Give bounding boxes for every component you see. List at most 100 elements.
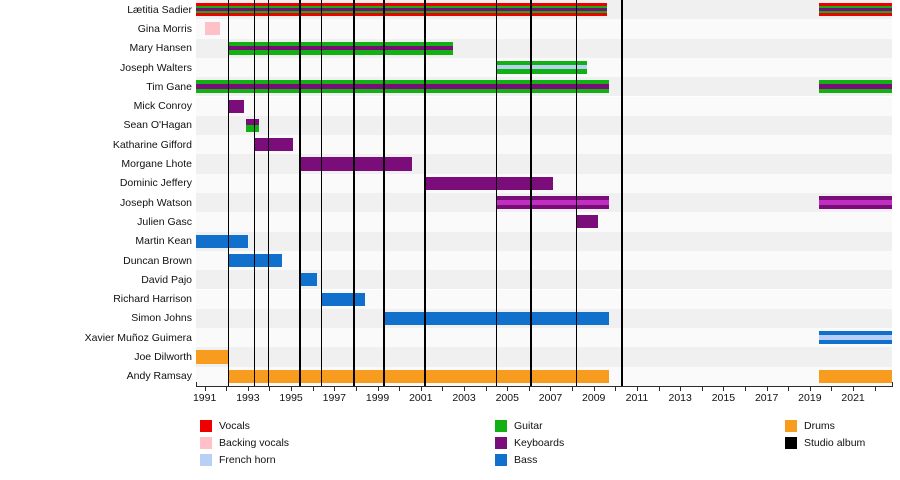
studio-album-marker <box>575 0 578 386</box>
x-axis-tick <box>204 387 206 391</box>
membership-bar-keyboards <box>818 84 892 90</box>
x-axis-tick <box>334 387 336 391</box>
x-axis-tick <box>636 387 638 391</box>
timeline-plot-area <box>196 0 892 386</box>
membership-bar-drums <box>228 369 609 383</box>
x-axis-tick <box>788 387 790 391</box>
x-axis-tick <box>377 387 379 391</box>
timeline-row-band <box>196 212 892 232</box>
member-name-label: Julien Gasc <box>137 215 192 228</box>
member-name-label: Gina Morris <box>137 22 192 35</box>
x-axis-tick <box>874 387 876 391</box>
x-axis-year-label: 1997 <box>322 392 346 404</box>
legend-label: Guitar <box>514 419 543 432</box>
membership-bar-keyboards <box>245 118 259 126</box>
x-axis-tick <box>226 387 228 391</box>
x-axis-year-label: 2013 <box>668 392 692 404</box>
legend-item: Drums <box>785 420 835 432</box>
timeline-row-band <box>196 19 892 39</box>
timeline-row-band <box>196 115 892 136</box>
membership-bar-vocals <box>818 13 892 17</box>
membership-bar-guitar <box>245 125 259 132</box>
member-name-label: Xavier Muñoz Guimera <box>84 331 192 344</box>
x-axis-tick <box>809 387 811 391</box>
studio-album-marker <box>424 0 426 386</box>
membership-bar-bass <box>818 339 892 345</box>
x-axis-tick <box>269 387 271 391</box>
membership-bar-guitar <box>818 5 892 9</box>
member-name-label: Joe Dilworth <box>134 351 192 364</box>
member-name-label: Joseph Watson <box>120 196 192 209</box>
studio-album-marker <box>320 0 323 386</box>
timeline-row-band <box>196 328 892 348</box>
membership-bar-drums <box>196 350 229 364</box>
member-name-label: Sean O'Hagan <box>123 119 192 132</box>
membership-bar-keyboards <box>299 157 413 171</box>
legend-item: Keyboards <box>495 437 564 449</box>
studio-album-marker <box>267 0 270 386</box>
membership-bar-bass <box>299 273 318 287</box>
legend: Vocals Backing vocals French horn Guitar Key… <box>0 420 900 480</box>
x-axis-year-label: 1995 <box>279 392 303 404</box>
x-axis-tick <box>485 387 487 391</box>
timeline-row-band <box>196 96 892 116</box>
membership-bar-backing_vocals <box>204 22 220 36</box>
timeline-row-band <box>196 289 892 309</box>
studio-album-marker <box>621 0 623 386</box>
axis-end-cap <box>892 382 893 387</box>
legend-label: Vocals <box>219 419 250 432</box>
x-axis-year-label: 2003 <box>452 392 476 404</box>
legend-item: Bass <box>495 454 537 466</box>
x-axis-tick <box>831 387 833 391</box>
studio-album-marker <box>495 0 498 386</box>
membership-bar-keyboards <box>576 215 599 229</box>
member-name-label: Katharine Gifford <box>112 138 192 151</box>
member-name-label: Dominic Jeffery <box>119 177 192 190</box>
membership-bar-french_horn <box>496 65 588 70</box>
x-axis-tick <box>572 387 574 391</box>
member-name-label: Richard Harrison <box>113 293 192 306</box>
membership-bar-vocals <box>196 3 607 6</box>
studio-album-marker <box>352 0 355 386</box>
x-axis-tick <box>312 387 314 391</box>
studio-album-marker <box>530 0 532 386</box>
x-axis-year-label: 2011 <box>625 392 649 404</box>
x-axis-line <box>196 386 892 388</box>
member-name-label: Duncan Brown <box>123 254 192 267</box>
membership-bar-vocals <box>196 13 607 17</box>
x-axis-year-label: 2007 <box>538 392 563 404</box>
studio-album-marker <box>253 0 256 386</box>
member-name-label: Joseph Walters <box>120 61 192 74</box>
membership-bar-bass <box>196 234 248 248</box>
membership-bar-guitar <box>818 80 892 85</box>
membership-bar-guitar <box>818 88 892 94</box>
french-horn-swatch <box>200 454 212 466</box>
x-axis-year-label: 2005 <box>495 392 519 404</box>
bass-swatch <box>495 454 507 466</box>
legend-item: Vocals <box>200 420 250 432</box>
membership-bar-keyboards <box>228 45 454 51</box>
membership-bar-keyboards <box>196 84 609 90</box>
legend-label: Bass <box>514 453 538 466</box>
member-name-label: Mick Conroy <box>133 100 192 113</box>
timeline-row-band <box>196 347 892 367</box>
membership-bar-bass <box>228 253 283 268</box>
x-axis-tick <box>745 387 747 391</box>
legend-item: Guitar <box>495 420 543 432</box>
x-axis-tick <box>507 387 509 391</box>
legend-label: French horn <box>219 453 276 466</box>
membership-bar-guitar <box>496 69 588 75</box>
x-axis-year-label: 2017 <box>754 392 779 404</box>
legend-label: Drums <box>804 419 835 432</box>
x-axis-tick <box>550 387 552 391</box>
membership-bar-bass <box>321 292 365 306</box>
x-axis-tick <box>658 387 660 391</box>
legend-item: French horn <box>200 454 276 466</box>
x-axis-tick <box>853 387 855 391</box>
membership-bar-keyboards <box>425 176 553 190</box>
membership-bar-keyboards_light <box>818 200 892 205</box>
legend-label: Studio album <box>804 436 866 449</box>
member-name-label: Lætitia Sadier <box>127 3 192 16</box>
vocals-swatch <box>200 420 212 432</box>
membership-bar-guitar <box>196 80 609 85</box>
